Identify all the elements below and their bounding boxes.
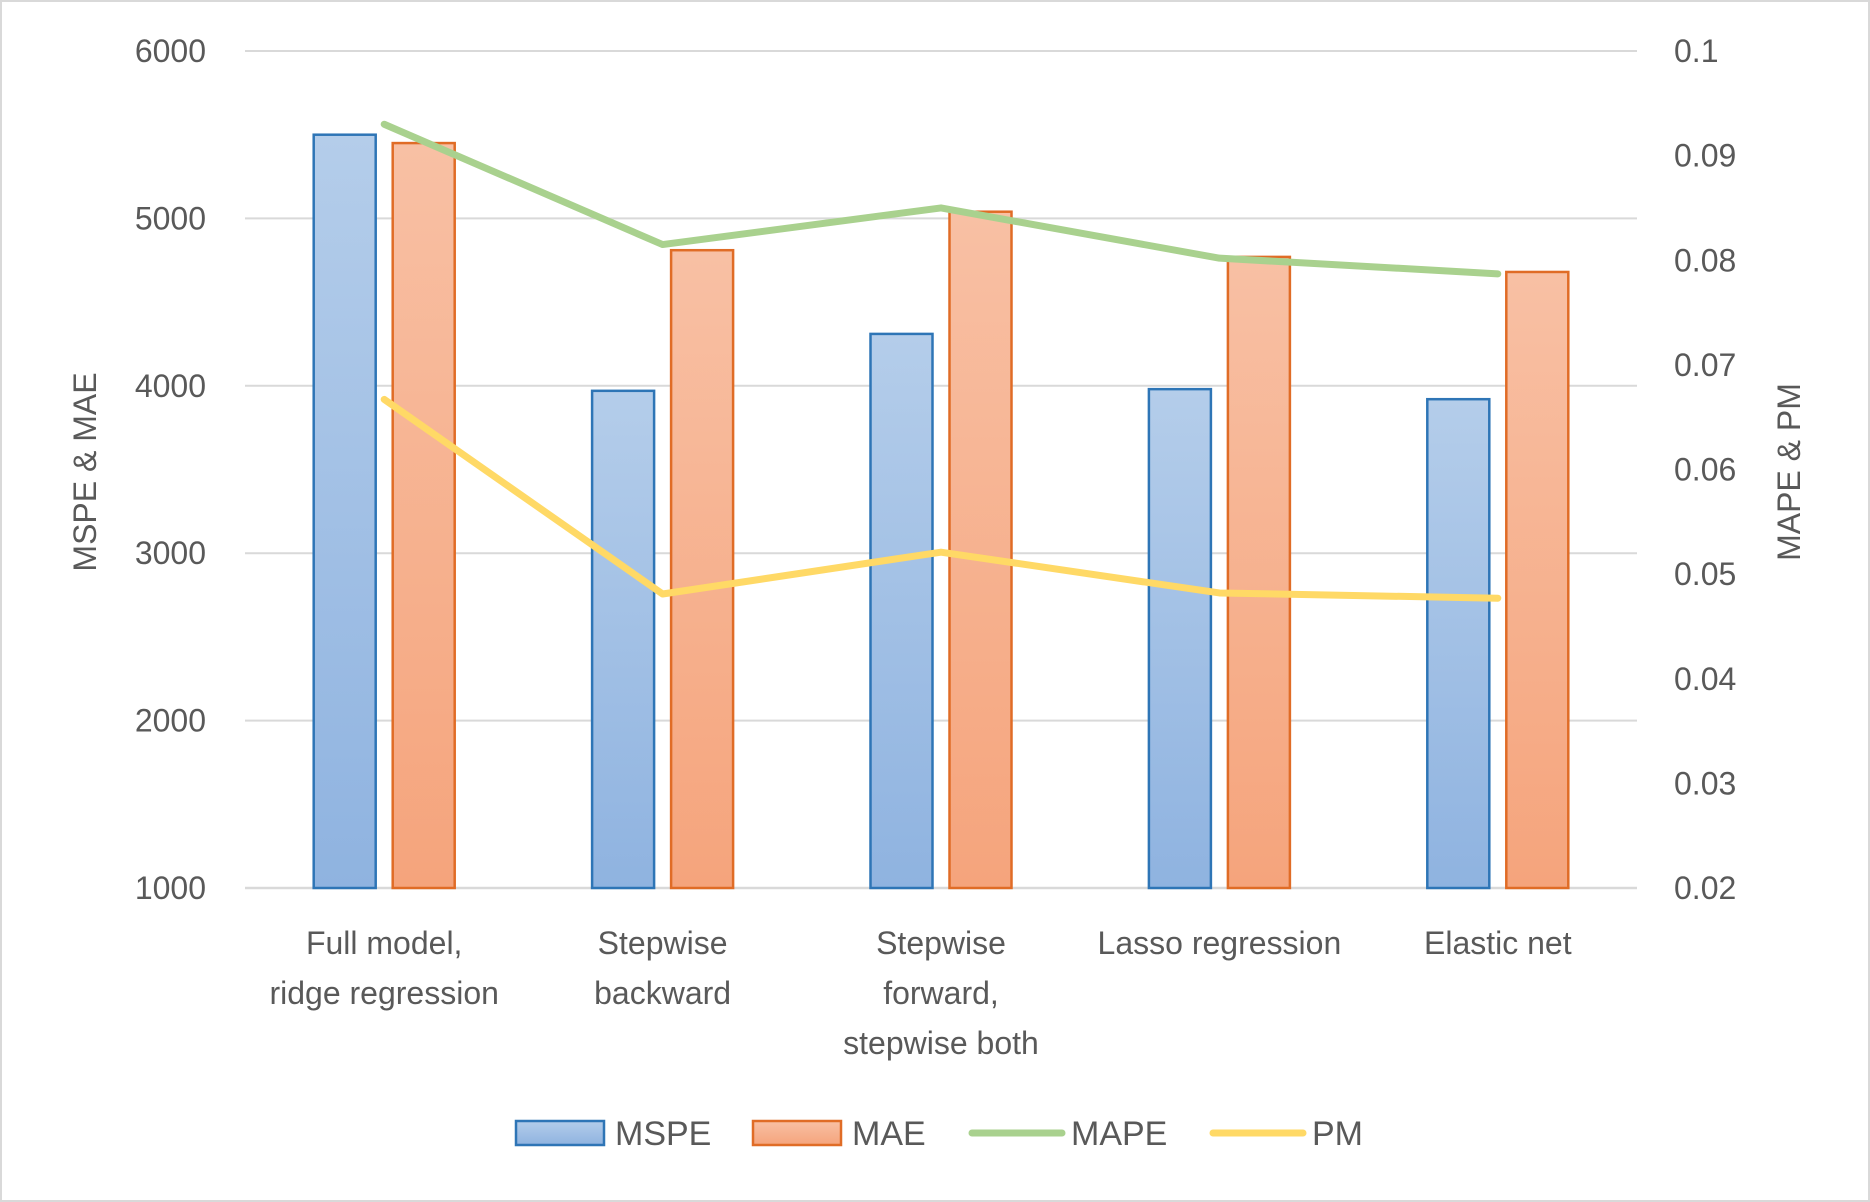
right-axis-ticks: 0.02 0.03 0.04 0.05 0.06 0.07 0.08 0.09 0.1	[1674, 33, 1736, 906]
category-label-line: backward	[594, 975, 731, 1011]
right-tick-label: 0.05	[1674, 556, 1736, 592]
legend: MSPE MAE MAPE PM	[514, 1115, 1363, 1153]
line-series	[380, 120, 1502, 602]
right-axis-title: MAPE & PM	[1771, 383, 1807, 561]
category-label-line: forward,	[883, 975, 999, 1011]
category-label-line: ridge regression	[269, 975, 498, 1011]
right-tick-label: 0.07	[1674, 347, 1736, 383]
legend-label-mape: MAPE	[1071, 1115, 1167, 1153]
mspe-bar	[590, 389, 656, 890]
category-label-line: Elastic net	[1424, 925, 1572, 961]
category-label-line: Full model,	[306, 925, 463, 961]
bar-series	[312, 133, 1570, 890]
left-axis-title: MSPE & MAE	[67, 372, 103, 571]
category-label: Lasso regression	[1098, 925, 1342, 961]
category-label: Elastic net	[1424, 925, 1572, 961]
pm-line	[380, 395, 1502, 602]
left-tick-label: 6000	[135, 33, 206, 69]
category-label: Stepwise forward, stepwise both	[843, 925, 1039, 1061]
left-tick-label: 5000	[135, 200, 206, 236]
right-tick-label: 0.08	[1674, 242, 1736, 278]
right-tick-label: 0.03	[1674, 765, 1736, 801]
mae-bar	[1226, 255, 1292, 890]
left-tick-label: 2000	[135, 703, 206, 739]
legend-swatch-mae	[751, 1119, 843, 1147]
legend-swatch-mspe	[514, 1119, 606, 1147]
mspe-bar	[1147, 387, 1213, 890]
mae-bar	[948, 210, 1013, 890]
left-tick-label: 4000	[135, 368, 206, 404]
legend-label-mae: MAE	[852, 1115, 926, 1153]
mspe-bar	[312, 133, 377, 890]
legend-label-pm: PM	[1312, 1115, 1363, 1153]
mape-line	[380, 120, 1502, 278]
right-tick-label: 0.02	[1674, 870, 1736, 906]
category-labels: Full model, ridge regression Stepwise backw…	[269, 925, 1571, 1061]
mspe-bar	[1426, 397, 1491, 890]
category-label-line: Stepwise	[876, 925, 1006, 961]
category-label: Stepwise backward	[594, 925, 731, 1011]
right-tick-label: 0.04	[1674, 661, 1736, 697]
mspe-bar	[869, 332, 934, 890]
category-label-line: Lasso regression	[1098, 925, 1342, 961]
category-label-line: stepwise both	[843, 1025, 1039, 1061]
category-label-line: Stepwise	[598, 925, 728, 961]
mae-bar	[1505, 270, 1570, 890]
left-tick-label: 1000	[135, 870, 206, 906]
gridlines	[245, 50, 1637, 890]
mae-bar	[391, 141, 456, 890]
legend-label-mspe: MSPE	[615, 1115, 711, 1153]
right-tick-label: 0.06	[1674, 452, 1736, 488]
category-label: Full model, ridge regression	[269, 925, 498, 1011]
right-tick-label: 0.1	[1674, 33, 1718, 69]
mae-bar	[669, 248, 735, 890]
right-tick-label: 0.09	[1674, 138, 1736, 174]
left-tick-label: 3000	[135, 535, 206, 571]
left-axis-ticks: 1000 2000 3000 4000 5000 6000	[135, 33, 206, 906]
